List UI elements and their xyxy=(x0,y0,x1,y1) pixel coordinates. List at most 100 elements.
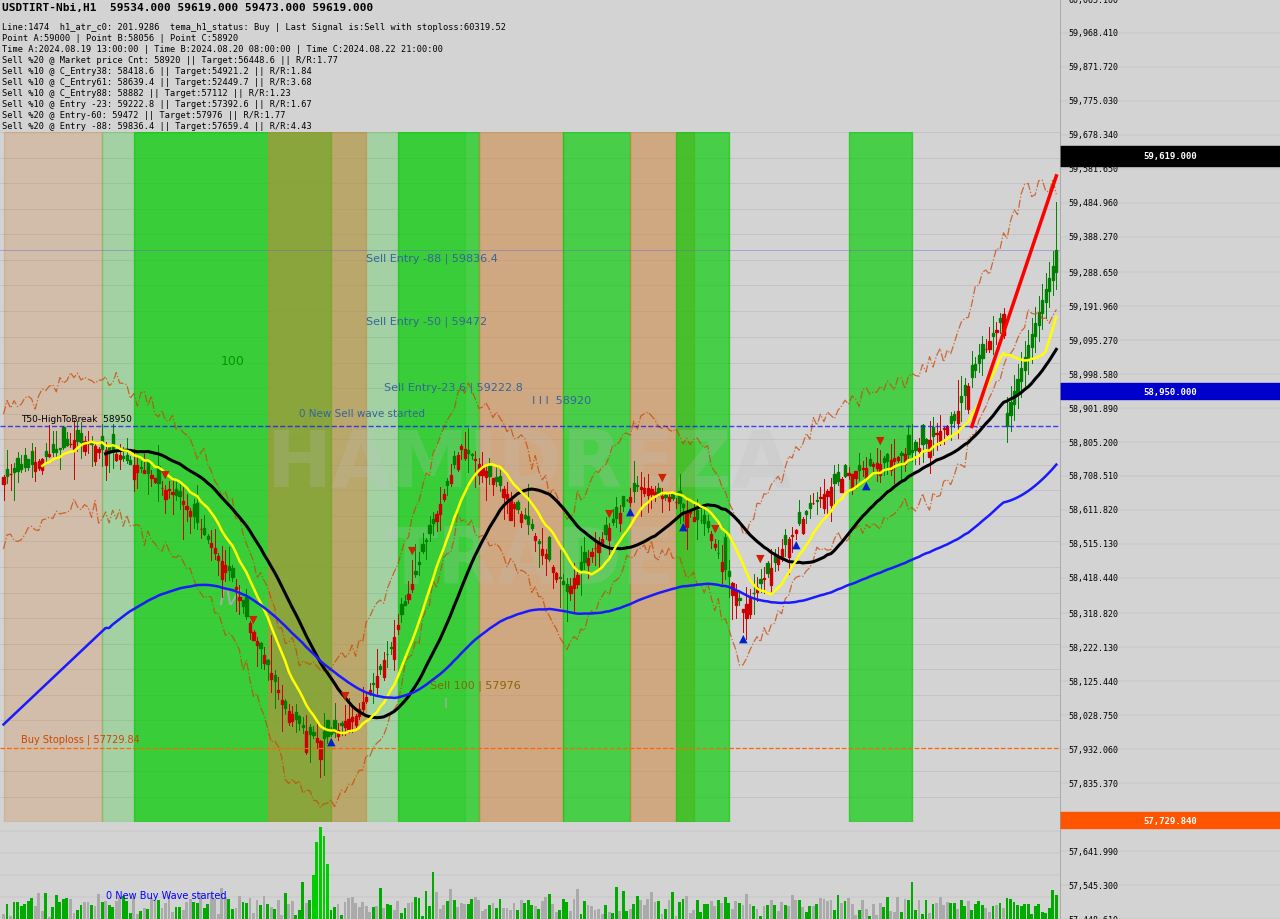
Bar xyxy=(1048,908,1051,919)
Bar xyxy=(417,898,420,919)
Bar xyxy=(911,450,913,453)
Bar xyxy=(218,556,219,561)
Text: ▼: ▼ xyxy=(605,507,613,517)
Bar xyxy=(202,909,206,919)
Text: 58,611.820: 58,611.820 xyxy=(1069,506,1119,515)
Bar xyxy=(714,544,716,547)
Bar xyxy=(672,494,673,499)
Bar xyxy=(552,903,554,919)
Bar xyxy=(182,501,184,505)
Bar xyxy=(502,490,504,497)
Bar xyxy=(735,592,737,605)
Bar xyxy=(678,902,681,919)
Bar xyxy=(978,901,980,919)
Bar xyxy=(312,732,315,736)
Bar xyxy=(938,898,942,919)
Bar xyxy=(861,469,864,470)
Bar xyxy=(586,905,589,919)
Bar xyxy=(315,843,319,919)
Text: 57,835.370: 57,835.370 xyxy=(1069,778,1119,788)
Bar xyxy=(968,387,969,410)
Bar xyxy=(35,462,36,471)
Bar xyxy=(104,901,108,919)
Text: 58,028.750: 58,028.750 xyxy=(1069,710,1119,720)
Bar xyxy=(90,905,93,919)
Bar xyxy=(379,666,381,669)
Bar xyxy=(855,471,856,479)
Text: 0 New Buy Wave started: 0 New Buy Wave started xyxy=(106,890,227,900)
Bar xyxy=(101,437,104,449)
Text: ▼: ▼ xyxy=(658,472,666,482)
Bar xyxy=(298,910,301,919)
Bar xyxy=(425,540,428,541)
Bar xyxy=(890,460,892,471)
Bar xyxy=(703,904,705,919)
Bar xyxy=(858,465,860,471)
Bar xyxy=(928,913,931,919)
Bar xyxy=(492,903,494,919)
Bar xyxy=(668,498,671,502)
Bar xyxy=(689,513,691,514)
Bar xyxy=(284,893,287,919)
Bar xyxy=(658,489,659,495)
Text: ▲: ▲ xyxy=(739,632,748,642)
Bar xyxy=(851,474,854,489)
Bar xyxy=(157,466,160,483)
Bar xyxy=(1012,902,1015,919)
Text: Sell %10 @ C_Entry38: 58418.6 || Target:54921.2 || R/R:1.84: Sell %10 @ C_Entry38: 58418.6 || Target:… xyxy=(3,67,312,76)
Bar xyxy=(739,599,741,600)
Bar xyxy=(457,907,460,919)
Bar xyxy=(63,427,64,448)
Bar xyxy=(492,478,494,484)
Bar xyxy=(644,488,645,494)
Bar xyxy=(1030,335,1033,348)
Bar xyxy=(1027,903,1029,919)
Bar xyxy=(397,626,399,629)
Bar xyxy=(741,904,745,919)
Bar xyxy=(37,461,40,469)
Bar xyxy=(562,582,564,584)
Bar xyxy=(1044,289,1047,303)
Bar xyxy=(980,905,984,919)
Bar xyxy=(379,888,381,919)
Bar xyxy=(777,911,780,919)
Bar xyxy=(143,471,146,473)
Bar xyxy=(630,497,631,502)
Bar xyxy=(520,900,522,919)
Bar xyxy=(246,597,247,617)
Bar xyxy=(375,676,378,687)
Bar xyxy=(580,914,582,919)
Bar xyxy=(228,899,230,919)
Bar xyxy=(893,459,896,461)
Bar xyxy=(9,915,12,919)
Bar xyxy=(108,448,110,452)
Bar xyxy=(918,901,920,919)
Bar xyxy=(242,902,244,919)
Bar xyxy=(795,901,797,919)
Text: ▼: ▼ xyxy=(710,523,719,533)
Bar xyxy=(355,902,357,919)
Text: 58,418.440: 58,418.440 xyxy=(1069,573,1119,583)
Bar xyxy=(399,913,403,919)
Bar xyxy=(524,516,526,518)
Text: T50-HighToBreak  58950: T50-HighToBreak 58950 xyxy=(22,414,132,423)
Bar xyxy=(415,572,416,574)
Text: ▲: ▲ xyxy=(626,506,635,516)
Bar xyxy=(773,905,776,919)
Bar xyxy=(995,905,998,919)
Bar xyxy=(699,912,703,919)
Bar xyxy=(914,443,916,451)
Bar xyxy=(594,910,596,919)
Bar xyxy=(273,909,276,919)
Bar xyxy=(844,901,846,919)
Bar xyxy=(882,907,886,919)
Bar xyxy=(439,505,442,515)
Bar xyxy=(685,896,689,919)
Bar xyxy=(897,458,899,460)
Bar xyxy=(982,345,983,358)
Bar xyxy=(37,893,40,919)
Bar xyxy=(626,911,628,919)
Bar xyxy=(479,133,563,823)
Bar xyxy=(946,426,948,435)
Bar xyxy=(6,470,8,476)
